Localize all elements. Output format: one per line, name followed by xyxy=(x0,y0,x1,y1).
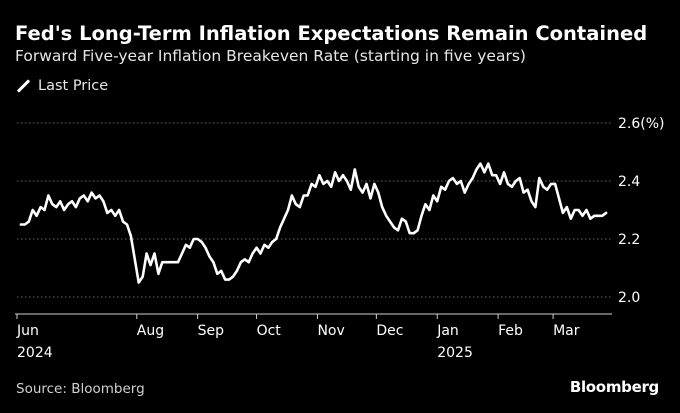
y-tick-label: 2.4 xyxy=(618,174,640,190)
x-tick-label: Dec xyxy=(376,323,403,339)
y-tick-label: 2.2 xyxy=(618,232,640,248)
axis-labels: 2.0 2.2 2.4 2.6(%) Jun 2024 Aug Sep Oct Nov Dec Jan… xyxy=(16,116,665,361)
x-tick-label: Aug xyxy=(137,323,164,339)
x-tick-label: Mar xyxy=(553,323,580,339)
legend: Last Price xyxy=(16,77,108,95)
bloomberg-logo: Bloomberg xyxy=(569,378,659,396)
x-tick-label: Nov xyxy=(317,323,344,339)
y-tick-label: 2.0 xyxy=(618,290,640,306)
x-tick-label: Sep xyxy=(198,323,225,339)
x-tick-year-label: 2025 xyxy=(437,345,473,361)
gridlines xyxy=(17,122,612,298)
x-tick-year-label: 2024 xyxy=(17,345,53,361)
y-tick-label: 2.6(%) xyxy=(618,116,665,132)
x-tick-label: Jun xyxy=(16,323,39,339)
x-axis xyxy=(15,313,612,319)
x-tick-label: Jan xyxy=(436,323,459,339)
x-tick-label: Feb xyxy=(498,323,523,339)
x-tick-label: Oct xyxy=(257,323,282,339)
legend-label: Last Price xyxy=(38,78,109,94)
series-line-last-price xyxy=(19,162,608,284)
chart-title: Fed's Long-Term Inflation Expectations R… xyxy=(15,22,648,45)
chart-subtitle: Forward Five-year Inflation Breakeven Ra… xyxy=(15,47,526,65)
source-note: Source: Bloomberg xyxy=(16,381,145,397)
series-layer xyxy=(19,162,608,284)
